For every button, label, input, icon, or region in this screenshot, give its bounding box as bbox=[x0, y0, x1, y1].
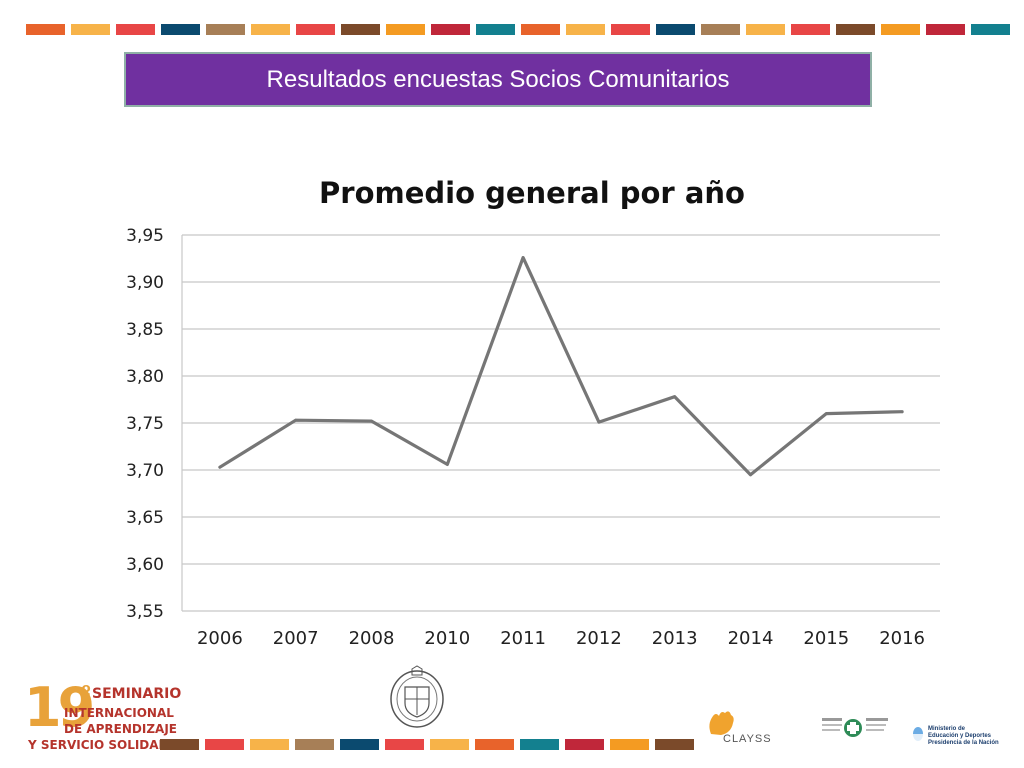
seminar-degree: º bbox=[81, 682, 92, 703]
x-tick-label: 2015 bbox=[803, 628, 849, 649]
top-stripe-segment bbox=[251, 24, 290, 35]
bottom-stripe-segment bbox=[295, 739, 334, 750]
y-tick-label: 3,80 bbox=[126, 367, 164, 387]
top-stripe-segment bbox=[206, 24, 245, 35]
data-point bbox=[445, 462, 449, 466]
argentina-shield-icon bbox=[913, 727, 923, 741]
top-stripe-segment bbox=[161, 24, 200, 35]
y-tick-label: 3,70 bbox=[126, 461, 164, 481]
bottom-stripe-segment bbox=[205, 739, 244, 750]
ministry-logo: Ministerio de Educación y Deportes Presi… bbox=[912, 726, 1012, 752]
data-point bbox=[900, 410, 904, 414]
top-stripe-segment bbox=[656, 24, 695, 35]
bottom-color-stripe bbox=[160, 739, 700, 750]
top-stripe-segment bbox=[611, 24, 650, 35]
top-stripe-segment bbox=[701, 24, 740, 35]
oei-logo-icon bbox=[822, 718, 888, 737]
y-tick-label: 3,90 bbox=[126, 273, 164, 293]
y-tick-label: 3,55 bbox=[126, 602, 164, 622]
top-stripe-segment bbox=[791, 24, 830, 35]
y-tick-label: 3,60 bbox=[126, 555, 164, 575]
x-tick-label: 2010 bbox=[424, 628, 470, 649]
x-tick-label: 2006 bbox=[197, 628, 243, 649]
bottom-stripe-segment bbox=[475, 739, 514, 750]
bottom-stripe-segment bbox=[160, 739, 199, 750]
slide-title: Resultados encuestas Socios Comunitarios bbox=[266, 65, 730, 93]
ministry-line-1: Ministerio de bbox=[928, 726, 966, 732]
data-point bbox=[294, 418, 298, 422]
data-point bbox=[749, 473, 752, 477]
top-stripe-segment bbox=[386, 24, 425, 35]
slide-title-banner: Resultados encuestas Socios Comunitarios bbox=[124, 52, 872, 107]
bottom-stripe-segment bbox=[610, 739, 649, 750]
series-line bbox=[218, 256, 904, 477]
y-tick-label: 3,85 bbox=[126, 320, 164, 340]
data-point bbox=[370, 419, 373, 423]
x-tick-label: 2016 bbox=[879, 628, 925, 649]
seminar-logo: 19 º SEMINARIO INTERNACIONAL DE APRENDIZ… bbox=[24, 676, 182, 754]
top-stripe-segment bbox=[836, 24, 875, 35]
x-tick-label: 2011 bbox=[500, 628, 546, 649]
data-point bbox=[824, 412, 828, 415]
top-stripe-segment bbox=[296, 24, 335, 35]
top-stripe-segment bbox=[926, 24, 965, 35]
clayss-label: CLAYSS bbox=[723, 733, 772, 745]
top-stripe-segment bbox=[341, 24, 380, 35]
bottom-stripe-segment bbox=[655, 739, 694, 750]
data-point bbox=[673, 395, 677, 399]
top-stripe-segment bbox=[476, 24, 515, 35]
top-color-stripe bbox=[26, 24, 1016, 35]
clayss-hand-icon bbox=[709, 711, 734, 735]
seminar-line-3: DE APRENDIZAJE bbox=[64, 722, 177, 736]
university-seal-icon bbox=[390, 665, 444, 728]
chart-title: Promedio general por año bbox=[319, 176, 745, 210]
bottom-stripe-segment bbox=[250, 739, 289, 750]
top-stripe-segment bbox=[521, 24, 560, 35]
seminar-line-4: Y SERVICIO SOLIDARIO bbox=[28, 738, 183, 752]
ministry-line-3: Presidencia de la Nación bbox=[928, 740, 999, 746]
top-stripe-segment bbox=[26, 24, 65, 35]
top-stripe-segment bbox=[71, 24, 110, 35]
ministry-line-2: Educación y Deportes bbox=[928, 733, 992, 739]
bottom-stripe-segment bbox=[385, 739, 424, 750]
top-stripe-segment bbox=[971, 24, 1010, 35]
top-stripe-segment bbox=[116, 24, 155, 35]
bottom-stripe-segment bbox=[565, 739, 604, 750]
clayss-logo: CLAYSS bbox=[705, 708, 777, 748]
x-tick-label: 2013 bbox=[652, 628, 698, 649]
x-tick-label: 2007 bbox=[273, 628, 319, 649]
top-stripe-segment bbox=[746, 24, 785, 35]
bottom-stripe-segment bbox=[340, 739, 379, 750]
top-stripe-segment bbox=[431, 24, 470, 35]
x-tick-label: 2008 bbox=[349, 628, 395, 649]
data-point bbox=[218, 465, 222, 469]
bottom-stripe-segment bbox=[520, 739, 559, 750]
seminar-line-2: INTERNACIONAL bbox=[64, 706, 174, 720]
top-stripe-segment bbox=[881, 24, 920, 35]
y-tick-label: 3,75 bbox=[126, 414, 164, 434]
seminar-line-1: SEMINARIO bbox=[92, 686, 182, 702]
data-point bbox=[521, 256, 525, 259]
x-tick-label: 2014 bbox=[728, 628, 774, 649]
y-tick-label: 3,95 bbox=[126, 226, 164, 246]
data-point bbox=[597, 420, 601, 424]
seminar-number: 19 bbox=[24, 676, 95, 739]
y-tick-label: 3,65 bbox=[126, 508, 164, 528]
bottom-stripe-segment bbox=[430, 739, 469, 750]
x-tick-label: 2012 bbox=[576, 628, 622, 649]
top-stripe-segment bbox=[566, 24, 605, 35]
